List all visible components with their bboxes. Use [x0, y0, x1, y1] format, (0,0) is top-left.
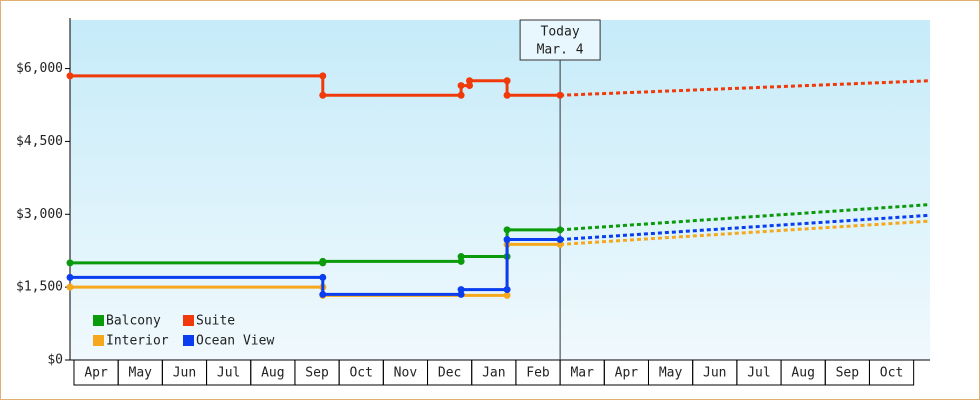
- price-point: [556, 91, 564, 99]
- legend-swatch: [183, 335, 194, 346]
- price-point: [466, 82, 474, 90]
- price-point: [457, 286, 465, 294]
- price-point: [503, 226, 511, 234]
- price-point: [319, 91, 327, 99]
- forecast-line: [560, 219, 931, 246]
- y-tick-label: $0: [47, 353, 63, 368]
- price-point: [319, 72, 327, 80]
- month-box: [868, 359, 915, 386]
- price-point: [66, 273, 74, 281]
- legend-label: Balcony: [106, 314, 161, 329]
- price-point: [503, 286, 511, 294]
- price-point: [319, 257, 327, 265]
- today-label: Mar. 4: [537, 43, 584, 58]
- y-tick-label: $6,000: [16, 61, 63, 76]
- legend-swatch: [93, 315, 104, 326]
- today-box: [519, 19, 601, 61]
- forecast-line: [560, 213, 931, 242]
- y-tick-label: $3,000: [16, 207, 63, 222]
- price-point: [457, 257, 465, 265]
- x-tick-label: Sep: [305, 366, 329, 381]
- y-tick-label: $1,500: [16, 280, 63, 295]
- forecast-line: [560, 203, 931, 232]
- x-tick-label: Aug: [791, 366, 814, 381]
- price-point: [556, 240, 564, 248]
- x-tick-label: Dec: [438, 366, 461, 381]
- price-point: [503, 77, 511, 85]
- price-point: [319, 290, 327, 298]
- price-point: [503, 236, 511, 244]
- legend-swatch: [183, 315, 194, 326]
- x-tick-label: Jul: [217, 366, 240, 381]
- price-point: [556, 226, 564, 234]
- price-point: [556, 236, 564, 244]
- legend-label: Suite: [196, 314, 235, 329]
- plot-area: [70, 20, 930, 360]
- price-point: [457, 82, 465, 90]
- price-point: [457, 290, 465, 298]
- x-tick-label: Jun: [173, 366, 196, 381]
- price-point: [66, 283, 74, 291]
- price-line: [70, 74, 561, 97]
- x-tick-label: May: [129, 366, 153, 381]
- x-tick-label: Jan: [482, 366, 505, 381]
- legend-swatch: [93, 335, 104, 346]
- price-point: [503, 291, 511, 299]
- x-tick-label: Jun: [703, 366, 726, 381]
- x-tick-label: May: [659, 366, 683, 381]
- forecast-line: [560, 79, 931, 97]
- price-point: [503, 91, 511, 99]
- legend-label: Interior: [106, 334, 169, 349]
- price-point: [319, 273, 327, 281]
- x-tick-label: Sep: [836, 366, 860, 381]
- price-point: [466, 77, 474, 85]
- x-tick-label: Feb: [526, 366, 550, 381]
- x-tick-label: Oct: [880, 366, 903, 381]
- x-tick-label: Apr: [84, 366, 108, 381]
- x-tick-label: Mar: [570, 366, 594, 381]
- legend-label: Ocean View: [196, 334, 274, 349]
- x-tick-label: Jul: [747, 366, 770, 381]
- price-point: [66, 72, 74, 80]
- x-tick-label: Apr: [615, 366, 639, 381]
- x-tick-label: Aug: [261, 366, 284, 381]
- x-tick-label: Nov: [394, 366, 418, 381]
- price-point: [457, 253, 465, 261]
- price-point: [66, 259, 74, 267]
- y-tick-label: $4,500: [16, 134, 63, 149]
- price-point: [457, 91, 465, 99]
- today-label: Today: [541, 25, 580, 40]
- x-tick-label: Oct: [349, 366, 372, 381]
